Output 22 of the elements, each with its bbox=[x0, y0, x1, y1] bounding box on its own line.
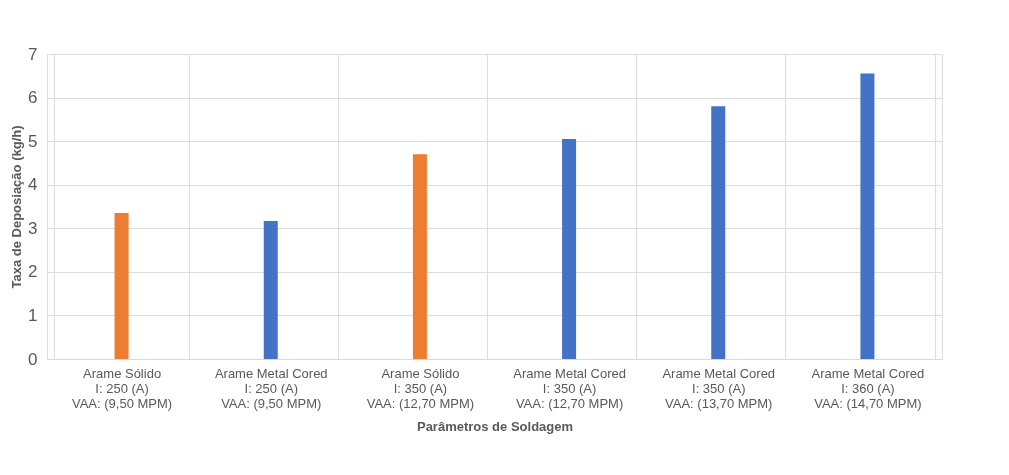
y-tick-label: 3 bbox=[28, 218, 38, 238]
x-tick-label: Arame Sólido I: 250 (A) VAA: (9,50 MPM) bbox=[71, 365, 173, 411]
bar bbox=[860, 73, 875, 359]
bar bbox=[711, 106, 726, 359]
x-tick-label: Arame Sólido I: 350 (A) VAA: (12,70 MPM) bbox=[366, 365, 475, 411]
y-tick-label: 2 bbox=[28, 262, 38, 282]
x-axis-title: Parâmetros de Soldagem bbox=[416, 418, 574, 434]
bar bbox=[263, 220, 278, 359]
bar bbox=[114, 213, 129, 359]
x-tick-label: Arame Metal Cored I: 250 (A) VAA: (9,50 MPM) bbox=[214, 365, 328, 411]
x-tick-label: Arame Metal Cored I: 350 (A) VAA: (13,70 MPM) bbox=[662, 365, 776, 411]
x-tick-label: Arame Metal Cored I: 350 (A) VAA: (12,70 MPM) bbox=[513, 365, 626, 411]
bar bbox=[562, 138, 577, 359]
y-axis-title: Taxa de Deposiação (kg/h) bbox=[9, 125, 25, 289]
y-tick-label: 5 bbox=[28, 131, 38, 151]
y-tick-label: 4 bbox=[28, 175, 38, 195]
y-tick-label: 0 bbox=[28, 349, 38, 369]
bar bbox=[412, 154, 427, 359]
x-tick-label: Arame Metal Cored I: 360 (A) VAA: (14,70 MPM) bbox=[811, 365, 925, 411]
y-tick-label: 7 bbox=[28, 44, 38, 64]
y-tick-label: 6 bbox=[28, 88, 38, 108]
y-tick-label: 1 bbox=[28, 305, 38, 325]
